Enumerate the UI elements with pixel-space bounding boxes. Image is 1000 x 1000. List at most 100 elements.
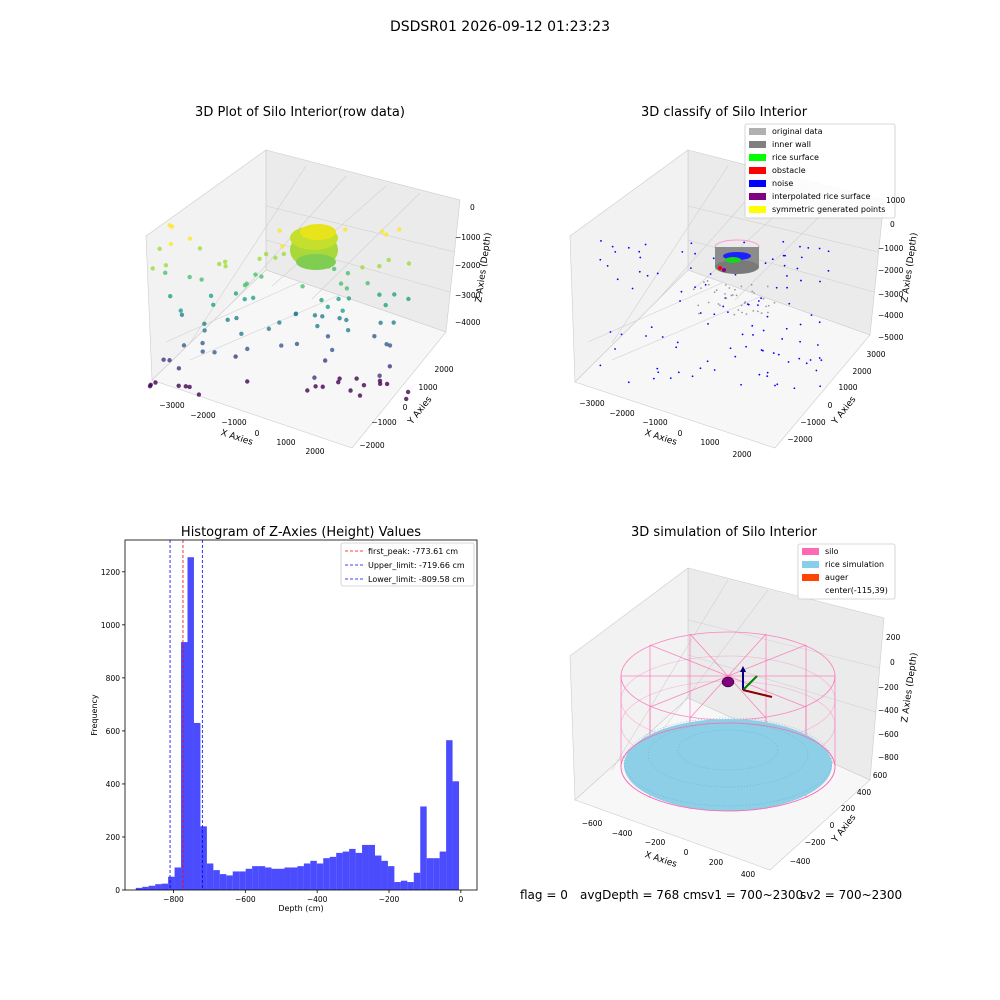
simulation-y-tick: −200 (805, 838, 826, 847)
classify-y-tick: 1000 (838, 383, 857, 392)
classify-y-tick: 3000 (866, 350, 885, 359)
histogram-bar (387, 866, 395, 890)
raw-y-tick: 1000 (418, 383, 437, 392)
simulation-x-tick: −400 (612, 829, 633, 838)
histogram-bar (135, 887, 143, 890)
raw-data-point (312, 375, 317, 380)
raw-data-point (305, 388, 310, 393)
status-sv1: sv1 = 700~2300 (701, 888, 804, 902)
original-data-point (752, 309, 755, 312)
histogram-y-axis-label: Frequency (90, 694, 99, 736)
raw-data-point (277, 228, 282, 233)
noise-point (679, 300, 681, 302)
histogram-bar (355, 852, 363, 890)
original-data-point (767, 304, 770, 307)
histogram-x-ticks: −800 −600 −400 −200 0 (163, 890, 463, 904)
raw-3d-panes (145, 149, 461, 449)
noise-point (785, 327, 788, 330)
classify-y-axis-label: Y Axies (830, 395, 859, 428)
raw-data-point (338, 281, 344, 286)
classify-3d-panes (569, 149, 885, 449)
raw-data-point (163, 263, 169, 268)
raw-z-tick: 0 (470, 203, 475, 212)
histogram-bar (394, 882, 401, 890)
raw-data-point (153, 380, 158, 385)
noise-point (784, 254, 786, 257)
noise-point (776, 383, 779, 386)
raw-data-point (345, 327, 351, 333)
raw-data-point (322, 358, 328, 363)
classify-3d-ticks: −3000 −2000 −1000 0 1000 2000 −2000 −100… (579, 196, 905, 459)
simulation-legend-swatch-silo (802, 548, 819, 555)
histogram-bar (174, 867, 182, 890)
histogram-bar (239, 871, 246, 890)
simulation-z-tick: −400 (878, 706, 899, 715)
raw-data-point (161, 357, 166, 362)
raw-data-point (391, 320, 396, 325)
noise-point (638, 250, 641, 253)
raw-y-tick: −1000 (371, 418, 397, 427)
simulation-3d-panes (569, 567, 885, 871)
histogram-bar (342, 851, 350, 890)
raw-data-point (360, 265, 365, 270)
histogram-bar (349, 848, 356, 890)
original-data-point (703, 281, 705, 284)
raw-data-point (233, 291, 239, 296)
noise-point (709, 273, 712, 275)
noise-point (616, 278, 619, 281)
simulation-y-tick: 200 (841, 804, 856, 813)
classify-y-tick: −1000 (800, 418, 826, 427)
raw-data-point (208, 293, 214, 299)
raw-data-point (178, 308, 183, 313)
raw-data-point (337, 376, 342, 381)
raw-data-point (343, 227, 348, 232)
histogram-frame (124, 539, 478, 891)
histogram-y-ticks: 0 200 400 600 800 1000 1200 (101, 568, 125, 895)
raw-data-point (176, 366, 182, 371)
raw-data-point (386, 257, 391, 263)
simulation-legend-label: silo (825, 547, 839, 556)
raw-data-point (273, 255, 278, 260)
raw-data-point (392, 292, 397, 297)
noise-point (782, 254, 785, 257)
classify-x-tick: −3000 (579, 399, 605, 408)
classify-grid-line (687, 205, 879, 253)
noise-point (818, 357, 821, 359)
raw-data-point (187, 236, 193, 241)
raw-3d-surface-blob (290, 224, 338, 270)
original-data-point (743, 302, 746, 305)
raw-grid-line (165, 281, 301, 343)
histogram-y-tick-label: 600 (106, 727, 121, 736)
raw-data-point (348, 388, 353, 393)
auger-marker (721, 676, 735, 688)
simulation-z-tick: 200 (886, 633, 901, 642)
noise-point (766, 371, 769, 374)
raw-y-tick: 0 (403, 403, 408, 412)
noise-point (793, 387, 796, 390)
raw-data-point (253, 272, 258, 277)
raw-data-point (312, 313, 318, 318)
original-data-point (698, 312, 700, 315)
panel-histogram: Histogram of Z-Axies (Height) Values −80… (90, 525, 478, 913)
classify-z-tick: −4000 (878, 311, 904, 320)
noise-point (796, 267, 799, 270)
raw-data-point (279, 343, 284, 348)
histogram-bar (232, 871, 240, 890)
classify-legend-swatch-original-data (749, 128, 766, 135)
original-data-point (773, 301, 776, 304)
raw-z-tick: −4000 (455, 318, 481, 327)
noise-point (614, 250, 617, 253)
classify-3d-points (599, 240, 830, 390)
histogram-x-axis-label: Depth (cm) (278, 904, 323, 913)
classify-3d-silo-cluster (714, 239, 760, 274)
noise-point (729, 347, 732, 350)
raw-data-point (340, 308, 345, 313)
raw-x-tick: −3000 (159, 401, 185, 410)
simulation-grid-line (687, 619, 881, 669)
classify-y-tick: 2000 (852, 367, 871, 376)
histogram-bar (278, 868, 285, 890)
raw-data-point (344, 317, 349, 323)
simulation-x-tick: −600 (582, 819, 603, 828)
noise-point (799, 340, 802, 343)
raw-data-point (406, 296, 411, 302)
